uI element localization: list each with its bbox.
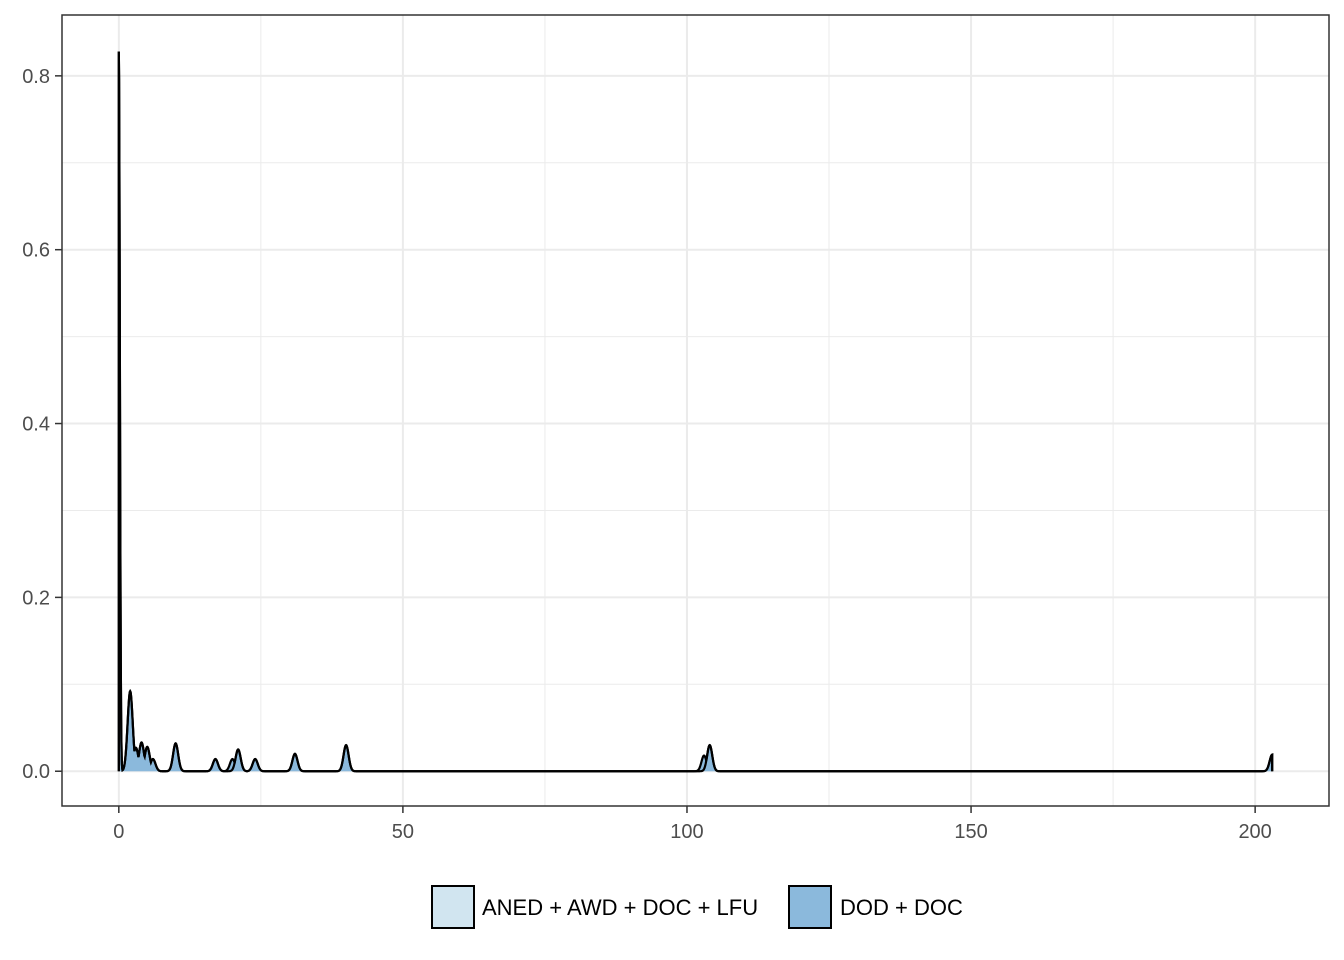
x-tick-label: 150: [954, 821, 987, 843]
density-areas: [118, 51, 1273, 772]
density-area-1: [118, 51, 1273, 772]
density-area-0: [118, 51, 1273, 772]
y-axis: 0.0 0.2 0.4 0.6 0.8: [22, 66, 62, 783]
y-tick-label: 0.6: [22, 240, 50, 262]
plot-panel-border: [61, 14, 1330, 807]
x-axis: 0 50 100 150 200: [113, 806, 1272, 843]
major-gridlines: [62, 15, 1329, 806]
legend-label-dod-doc: DOD + DOC: [840, 895, 963, 920]
legend-label-aned-awd-doc-lfu: ANED + AWD + DOC + LFU: [482, 895, 758, 920]
density-line-0: [117, 51, 1274, 773]
x-tick-label: 0: [113, 821, 124, 843]
legend: ANED + AWD + DOC + LFU DOD + DOC: [431, 885, 963, 929]
x-tick-label: 200: [1238, 821, 1271, 843]
density-line-1: [117, 51, 1274, 773]
y-tick-label: 0.4: [22, 414, 50, 436]
density-lines: [117, 51, 1274, 773]
legend-key-dod-doc: [788, 885, 832, 929]
legend-key-aned-awd-doc-lfu: [431, 885, 475, 929]
y-tick-label: 0.0: [22, 761, 50, 783]
minor-gridlines: [62, 15, 1329, 806]
y-tick-label: 0.2: [22, 587, 50, 609]
x-tick-label: 100: [670, 821, 703, 843]
y-tick-label: 0.8: [22, 66, 50, 88]
x-tick-label: 50: [392, 821, 414, 843]
